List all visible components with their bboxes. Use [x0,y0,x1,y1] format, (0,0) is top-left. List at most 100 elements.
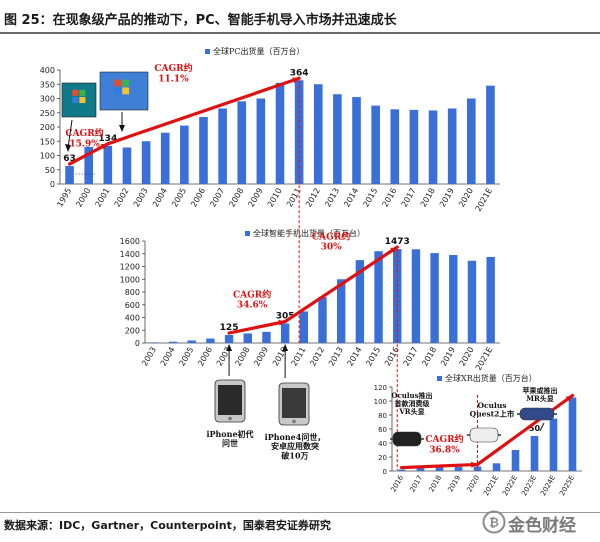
smartphone-bar [262,331,271,343]
pc-y-tick-label: 150 [40,137,55,146]
smartphone-x-tick-label: 2011 [290,346,308,368]
pc-x-tick-label: 2012 [304,187,322,209]
pc-x-tick-label: 2019 [438,187,456,209]
windowsxp-box-image-flag-red [114,79,122,87]
pc-y-tick-label: 50 [45,166,55,175]
pc-bar [275,82,285,184]
xr-trend-arrow [565,395,573,402]
pc-bar [122,147,132,184]
smartphone-legend: 全球智能手机出货量（百万台） [245,228,365,238]
pc-trend-line [67,142,110,166]
apple-mr-headset-image-visor [519,407,555,421]
pc-bar [313,84,323,184]
pc-bar [409,109,419,184]
windowsxp-box-image-flag-blue [114,87,122,95]
pc-cagr-label: CAGR约 15.9% [65,127,103,149]
smartphone-x-tick-label: 2016 [383,346,401,368]
smartphone-bar [355,260,365,343]
smartphone-data-label: 1473 [385,237,410,247]
smartphone-x-tick-label: 2021E [474,346,495,373]
windows95-box-image-flag-blue [72,96,79,104]
pc-x-tick-label: 2002 [113,187,131,209]
pc-x-tick-label: 2004 [151,187,169,209]
smartphone-bar [168,341,178,343]
pc-x-tick-label: 2009 [247,187,265,209]
smartphone-x-tick-label: 2012 [308,346,326,368]
win95-pointer-arrow [67,119,73,149]
smartphone-bar [280,323,290,343]
xr-bar [549,418,558,471]
pc-y-tick-label: 0 [50,180,55,189]
pc-bar [84,146,93,184]
smartphone-bar [486,256,495,343]
smartphone-bar [187,340,196,343]
pc-x-tick-label: 2007 [208,187,226,209]
xr-data-label: 50 [529,424,541,433]
apple-mr-headset-image [517,407,557,421]
smartphone-trend-line [283,245,399,324]
pc-bar [218,108,227,184]
smartphone-y-tick-label: 400 [125,314,140,323]
smartphone-bar [467,260,477,343]
quest2-headset-image [467,427,501,443]
oculus-rift-headset-image-visor [392,431,422,447]
xr-x-tick-label: 2021E [482,474,500,497]
xr-y-tick-label: 40 [378,440,387,448]
xr-legend: 全球XR出货量（百万台） [437,373,537,383]
pc-x-tick-label: 2017 [400,187,418,209]
quest2-headset-image-visor [469,427,499,443]
pc-bar [237,101,247,184]
windows95-box-image-flag-red [72,89,79,96]
smartphone-x-tick-label: 2013 [327,346,345,368]
pc-bar [256,98,266,184]
smartphone-bar [243,333,252,343]
pc-y-tick-label: 100 [40,152,55,161]
pc-bar [352,97,361,184]
pc-x-tick-label: 2016 [381,187,399,209]
pc-x-tick-label: 1995 [55,187,73,209]
pc-bar [180,125,189,184]
smartphone-legend-swatch [245,231,250,236]
xr-bar [397,469,406,471]
win95-pointer-arrowhead [65,144,71,152]
smartphone-x-tick-label: 2005 [177,346,195,368]
smartphone-data-label: 125 [220,323,239,333]
windows95-box-image-flag-yellow [79,96,86,104]
xr-apple-annotation: 苹果或推出 MR头显 [523,386,558,403]
xr-trend-arrow [471,461,478,468]
footer-rule [0,512,600,513]
pc-x-tick-label: 2014 [342,187,360,209]
pc-x-tick-label: 2005 [170,187,188,209]
pc-cagr-label: CAGR约 11.1% [154,62,192,84]
smartphone-bar [430,253,439,343]
pc-chart: 0 50 100 150 200 250 300 350 400 1995 2000 2001 2002… [40,46,500,213]
pc-x-tick-label: 2000 [74,187,92,209]
smartphone-x-tick-label: 2004 [159,346,177,368]
smartphone-y-tick-label: 0 [135,339,140,348]
pc-y-tick-label: 300 [40,95,55,104]
smartphone-x-tick-label: 2008 [234,346,252,368]
xr-trend-line [475,393,575,467]
pc-bar [103,145,113,184]
smartphone-bar [449,255,458,343]
windows95-box-image [61,82,97,118]
xr-x-tick-label: 2018 [427,474,443,493]
smartphone-x-tick-label: 2014 [346,346,364,368]
xr-y-tick-label: 20 [378,454,387,462]
smartphone-bar [411,249,421,343]
xr-y-tick-label: 60 [378,426,387,434]
pc-bar [333,94,342,184]
iphone4-image-home-button [292,419,296,424]
pc-trend-arrow [292,77,300,84]
xr-x-tick-label: 2023E [520,474,538,497]
pc-x-tick-label: 2003 [132,187,150,209]
smartphone-x-tick-label: 2006 [196,346,214,368]
pc-trend-line [106,76,301,146]
xr-y-tick-label: 0 [383,468,387,476]
xr-bar [416,468,425,471]
pc-bar [428,110,438,184]
windowsxp-box-image-flag-yellow [122,87,130,95]
smartphone-x-tick-label: 2009 [252,346,270,368]
